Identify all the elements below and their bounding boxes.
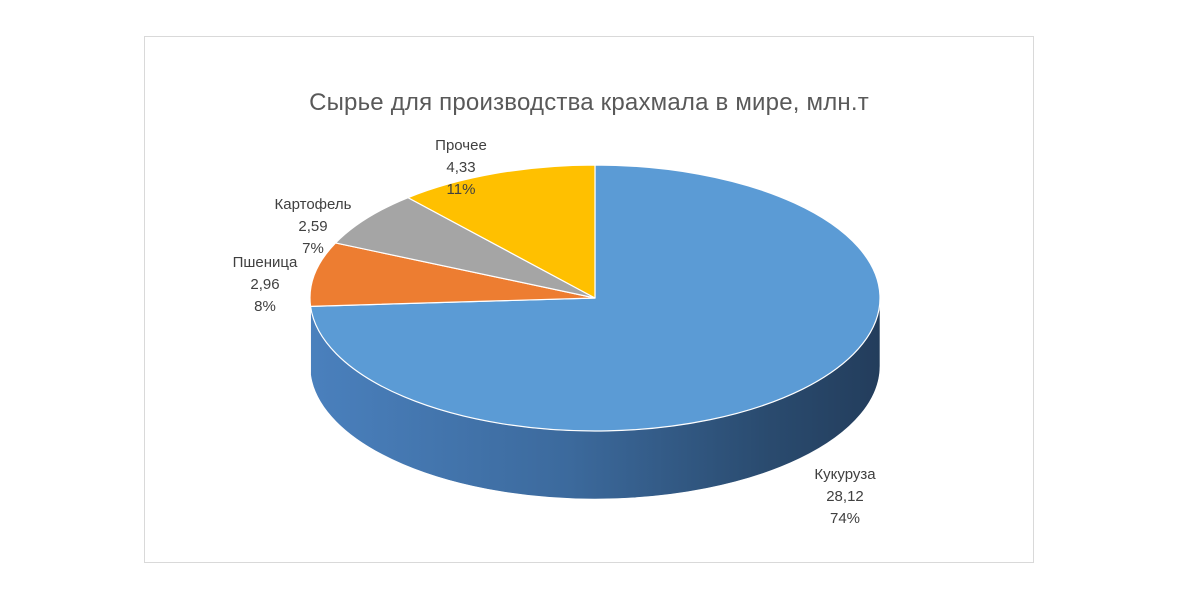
- slice-label-value: 4,33: [446, 159, 475, 176]
- slice-label-value: 2,96: [250, 276, 279, 293]
- slice-label-3: Прочее 4,33 11%: [435, 137, 487, 198]
- slice-label-percent: 8%: [254, 298, 276, 315]
- chart-area: Сырье для производства крахмала в мире, …: [144, 36, 1034, 563]
- slice-label-percent: 7%: [302, 240, 324, 257]
- pie-slice-Картофель: [334, 197, 596, 299]
- slice-label-name: Картофель: [275, 196, 352, 213]
- slice-label-name: Пшеница: [233, 254, 298, 271]
- slice-label-percent: 74%: [830, 510, 860, 527]
- pie-slice-Прочее: [407, 164, 596, 299]
- slice-label-percent: 11%: [447, 181, 476, 198]
- chart-title: Сырье для производства крахмала в мире, …: [309, 89, 869, 116]
- slice-label-value: 2,59: [298, 218, 327, 235]
- slice-label-2: Картофель 2,59 7%: [275, 196, 352, 257]
- pie-slice-Пшеница: [309, 242, 596, 307]
- slice-label-0: Кукуруза 28,12 74%: [814, 466, 876, 527]
- slice-label-1: Пшеница 2,96 8%: [233, 254, 298, 315]
- slice-label-value: 28,12: [826, 488, 864, 505]
- slice-label-name: Прочее: [435, 137, 487, 154]
- pie-chart: Кукуруза 28,12 74% Пшеница 2,96 8% Картофель 2,…: [233, 137, 881, 527]
- slice-label-name: Кукуруза: [814, 466, 876, 483]
